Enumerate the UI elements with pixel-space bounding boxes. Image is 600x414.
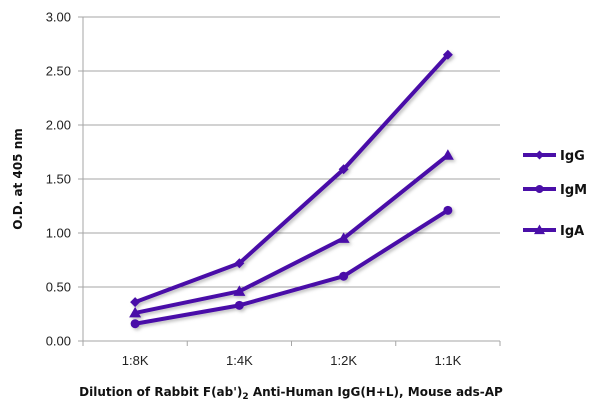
diamond-marker	[234, 258, 245, 269]
data-series	[129, 49, 454, 329]
x-tick-label: 1:8K	[122, 353, 149, 368]
legend-label: IgA	[560, 224, 584, 239]
y-tick-label: 1.50	[46, 172, 71, 187]
gridlines	[83, 16, 500, 342]
x-tick-label: 1:4K	[226, 353, 253, 368]
series-line	[133, 208, 450, 326]
x-axis-title: Dilution of Rabbit F(ab')2 Anti-Human Ig…	[79, 385, 503, 402]
y-tick-label: 2.50	[46, 64, 71, 79]
y-axis-title: O.D. at 405 nm	[11, 128, 25, 229]
y-tick-label: 0.50	[46, 280, 71, 295]
y-tick-label: 2.00	[46, 118, 71, 133]
circle-marker	[535, 185, 544, 193]
circle-marker	[234, 300, 244, 310]
legend-label: IgG	[560, 149, 585, 164]
triangle-marker	[233, 285, 246, 296]
triangle-marker	[534, 224, 545, 235]
x-tick-label: 1:1K	[435, 353, 462, 368]
circle-marker	[339, 271, 349, 281]
legend-item-iga: IgA	[523, 224, 584, 239]
triangle-marker	[129, 306, 142, 318]
series-igm	[130, 205, 453, 329]
diamond-marker	[442, 49, 453, 60]
triangle-marker	[337, 232, 350, 243]
series-line	[133, 153, 450, 315]
series-line	[133, 52, 450, 305]
legend-item-igm: IgM	[523, 183, 587, 198]
diamond-marker	[130, 297, 141, 308]
legend-label: IgM	[560, 183, 587, 198]
diamond-marker	[338, 164, 349, 175]
y-tick-label: 1.00	[46, 226, 71, 241]
legend-item-igg: IgG	[523, 149, 585, 164]
circle-marker	[443, 205, 453, 215]
y-tick-label: 3.00	[46, 10, 71, 25]
y-axis: 0.00 0.50 1.00 1.50 2.00 2.50 3.00	[46, 10, 84, 349]
x-tick-label: 1:2K	[330, 353, 357, 368]
x-axis: 1:8K 1:4K 1:2K 1:1K	[82, 341, 501, 368]
legend: IgG IgM IgA	[523, 149, 587, 239]
series-igg	[130, 49, 453, 308]
diamond-marker	[535, 150, 544, 160]
y-tick-label: 0.00	[46, 334, 71, 349]
series-iga	[129, 149, 454, 318]
triangle-marker	[441, 149, 454, 160]
circle-marker	[130, 319, 140, 329]
